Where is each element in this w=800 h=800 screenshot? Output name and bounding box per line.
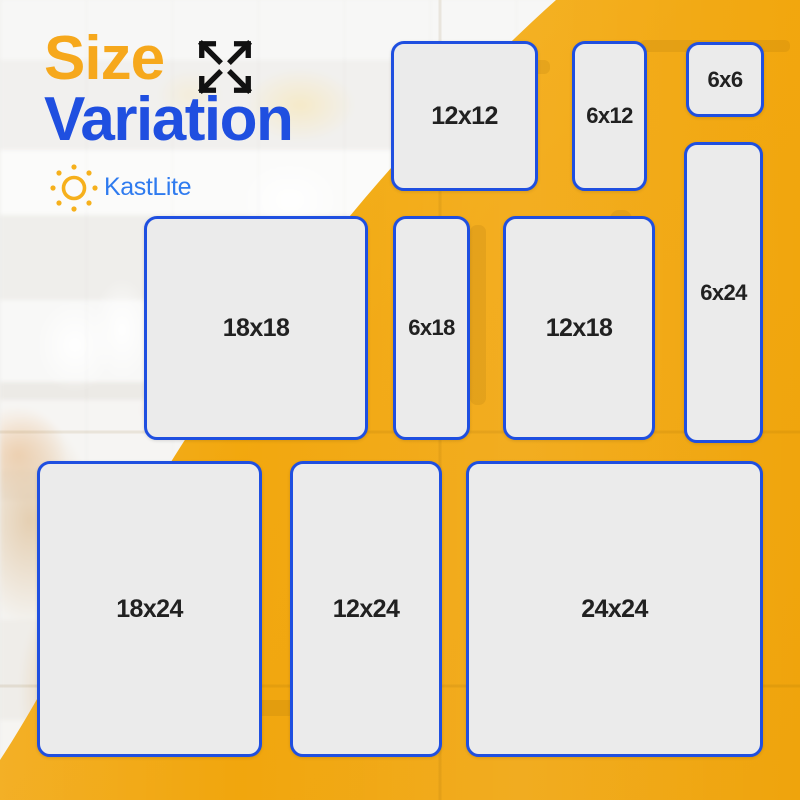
expand-arrows-icon bbox=[194, 36, 256, 98]
size-box-label: 6x24 bbox=[700, 279, 747, 305]
page-title-line1: Size bbox=[44, 24, 165, 93]
size-box-label: 12x12 bbox=[431, 101, 498, 130]
size-box-6x18[interactable]: 6x18 bbox=[393, 216, 470, 440]
size-box-label: 24x24 bbox=[581, 594, 648, 623]
size-box-12x12[interactable]: 12x12 bbox=[391, 41, 538, 191]
size-box-label: 18x24 bbox=[116, 594, 183, 623]
size-box-6x24[interactable]: 6x24 bbox=[684, 142, 763, 443]
brand-logo: KastLite bbox=[48, 162, 374, 214]
size-box-18x24[interactable]: 18x24 bbox=[37, 461, 262, 757]
size-box-label: 18x18 bbox=[222, 313, 290, 342]
size-box-label: 6x18 bbox=[408, 315, 455, 340]
size-box-12x18[interactable]: 12x18 bbox=[503, 216, 655, 440]
sun-icon bbox=[48, 162, 100, 214]
size-box-label: 12x24 bbox=[332, 594, 400, 623]
brand-name: KastLite bbox=[104, 173, 192, 202]
size-box-12x24[interactable]: 12x24 bbox=[290, 461, 442, 757]
size-box-label: 6x6 bbox=[707, 66, 744, 92]
header: Size Variation bbox=[44, 24, 374, 214]
size-box-18x18[interactable]: 18x18 bbox=[144, 216, 368, 440]
size-box-label: 6x12 bbox=[586, 103, 633, 128]
size-box-6x12[interactable]: 6x12 bbox=[572, 41, 647, 191]
size-box-6x6[interactable]: 6x6 bbox=[686, 42, 764, 117]
size-box-label: 12x18 bbox=[545, 313, 613, 342]
page-title-line2: Variation bbox=[44, 85, 294, 155]
size-box-24x24[interactable]: 24x24 bbox=[466, 461, 763, 757]
